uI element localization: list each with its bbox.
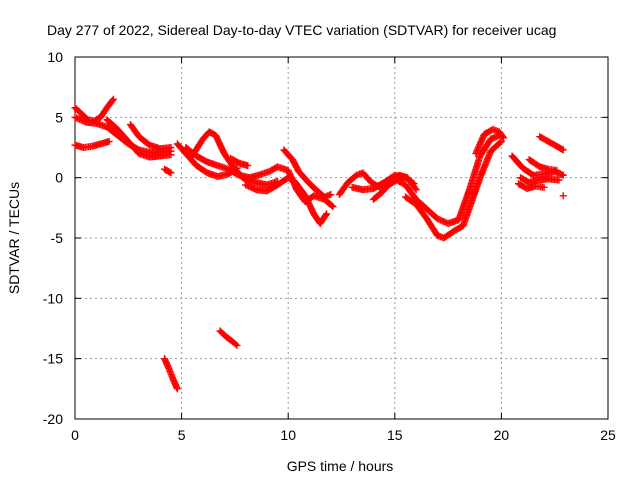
series-arc-12 [280, 146, 335, 201]
data-point [105, 137, 113, 145]
data-point [322, 211, 330, 219]
x-axis-label: GPS time / hours [287, 458, 394, 474]
series-arc-13 [335, 131, 503, 228]
x-tick-label: 20 [494, 427, 510, 443]
data-point [109, 95, 117, 103]
y-tick-label: 5 [55, 109, 63, 125]
data-point [559, 146, 567, 154]
series-arc-21 [514, 180, 548, 193]
series-arc-18 [508, 152, 567, 179]
data-point [166, 168, 174, 176]
series-arc-25 [216, 327, 241, 349]
data-point [328, 202, 336, 210]
data-point [173, 385, 181, 393]
series-arc-11 [242, 174, 331, 228]
data-point [167, 151, 175, 159]
data-point [540, 183, 548, 191]
data-point [558, 145, 566, 153]
data-point [233, 341, 241, 349]
axis-ticks: 0 5 10 15 20 25 -20 -15 -10 -5 0 5 10 [43, 49, 616, 443]
x-tick-label: 25 [600, 427, 616, 443]
series-arc-9 [182, 144, 337, 211]
y-axis-label: SDTVAR / TECUs [6, 182, 22, 294]
series-arc-4 [103, 116, 175, 161]
data-point [497, 137, 505, 145]
data-point [553, 166, 561, 174]
data-series [71, 95, 567, 393]
x-tick-label: 5 [178, 427, 186, 443]
y-tick-label: -15 [43, 351, 63, 367]
y-tick-label: 0 [55, 170, 63, 186]
data-point [412, 186, 420, 194]
data-point [323, 210, 331, 218]
series-arc-15 [401, 137, 505, 242]
data-point [411, 184, 419, 192]
data-point [500, 134, 508, 142]
series-arc-19 [517, 174, 563, 186]
data-point [499, 133, 507, 141]
x-tick-label: 0 [71, 427, 79, 443]
series-arc-24 [161, 355, 181, 393]
data-point [167, 144, 175, 151]
data-point [327, 191, 335, 199]
series-arc-10 [227, 154, 252, 170]
series-arc-6 [161, 165, 175, 177]
x-tick-label: 15 [387, 427, 403, 443]
data-point [329, 203, 337, 211]
data-point [559, 171, 567, 179]
series-arc-3 [71, 137, 113, 151]
series-arc-22 [536, 133, 567, 154]
grid-lines [75, 57, 608, 419]
data-point [108, 96, 116, 104]
series-arc-1 [71, 95, 117, 125]
x-tick-label: 10 [280, 427, 296, 443]
data-point [167, 169, 175, 177]
series-arc-16 [369, 171, 420, 203]
series-arc-23 [559, 192, 567, 200]
data-point [232, 340, 240, 348]
series-arc-17 [472, 125, 508, 158]
y-tick-label: 10 [47, 49, 63, 65]
data-point [559, 192, 567, 200]
series-arc-5 [126, 121, 175, 153]
y-tick-label: -10 [43, 290, 63, 306]
series-arc-20 [525, 156, 561, 174]
y-tick-label: -20 [43, 411, 63, 427]
data-point [244, 162, 252, 170]
y-tick-label: -5 [51, 230, 64, 246]
data-point [496, 139, 504, 147]
data-point [555, 176, 563, 184]
chart-title: Day 277 of 2022, Sidereal Day-to-day VTE… [47, 22, 556, 38]
